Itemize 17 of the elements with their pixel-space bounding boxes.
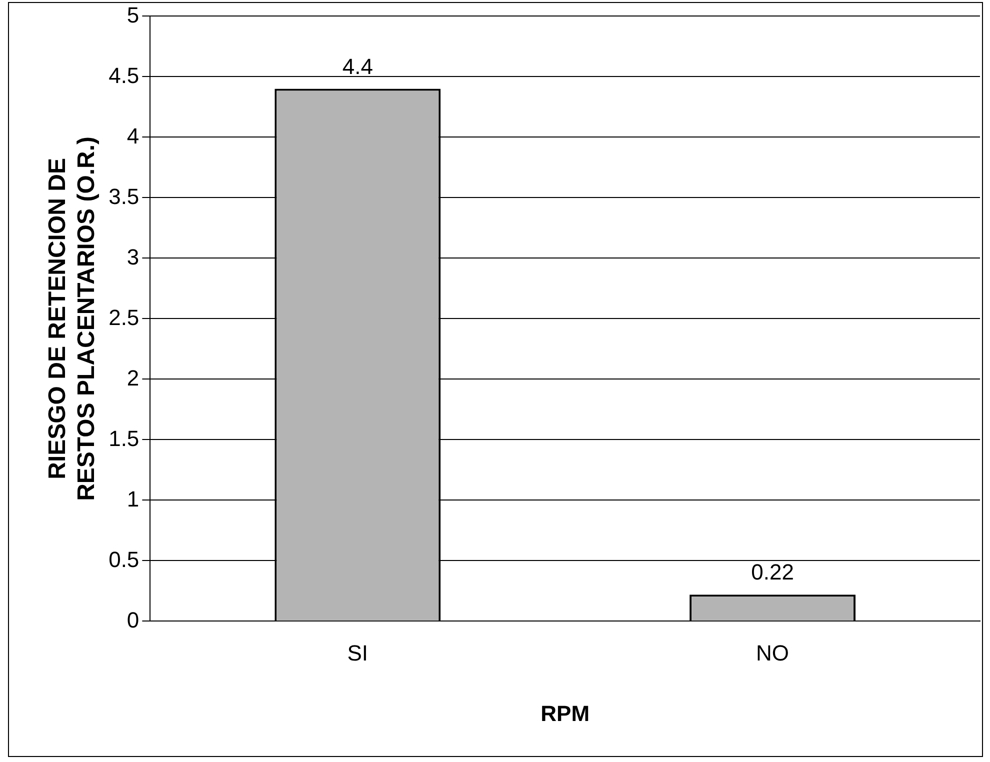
y-tick-label: 4.5	[108, 62, 140, 88]
data-label: 0.22	[751, 560, 794, 585]
y-tick-label: 4	[126, 123, 140, 148]
y-tick-label: 1	[126, 486, 140, 512]
y-tick-label: 2	[126, 365, 140, 390]
y-tick-label: 1.5	[108, 426, 140, 451]
data-label: 4.4	[342, 54, 373, 79]
y-tick-label: 0	[126, 607, 140, 632]
y-tick-label: 2.5	[108, 304, 140, 330]
y-tick-label: 3.5	[108, 184, 140, 209]
x-axis-title: RPM	[540, 700, 590, 726]
y-tick-label: 3	[126, 244, 140, 270]
y-axis-title: RIESGO DE RETENCION DE RESTOS PLACENTARIOS (O.R.)	[44, 136, 100, 501]
y-tick-label: 5	[126, 2, 140, 28]
x-tick-label: NO	[756, 640, 790, 666]
x-tick-label: SI	[347, 640, 368, 666]
y-tick-label: 0.5	[108, 546, 140, 572]
